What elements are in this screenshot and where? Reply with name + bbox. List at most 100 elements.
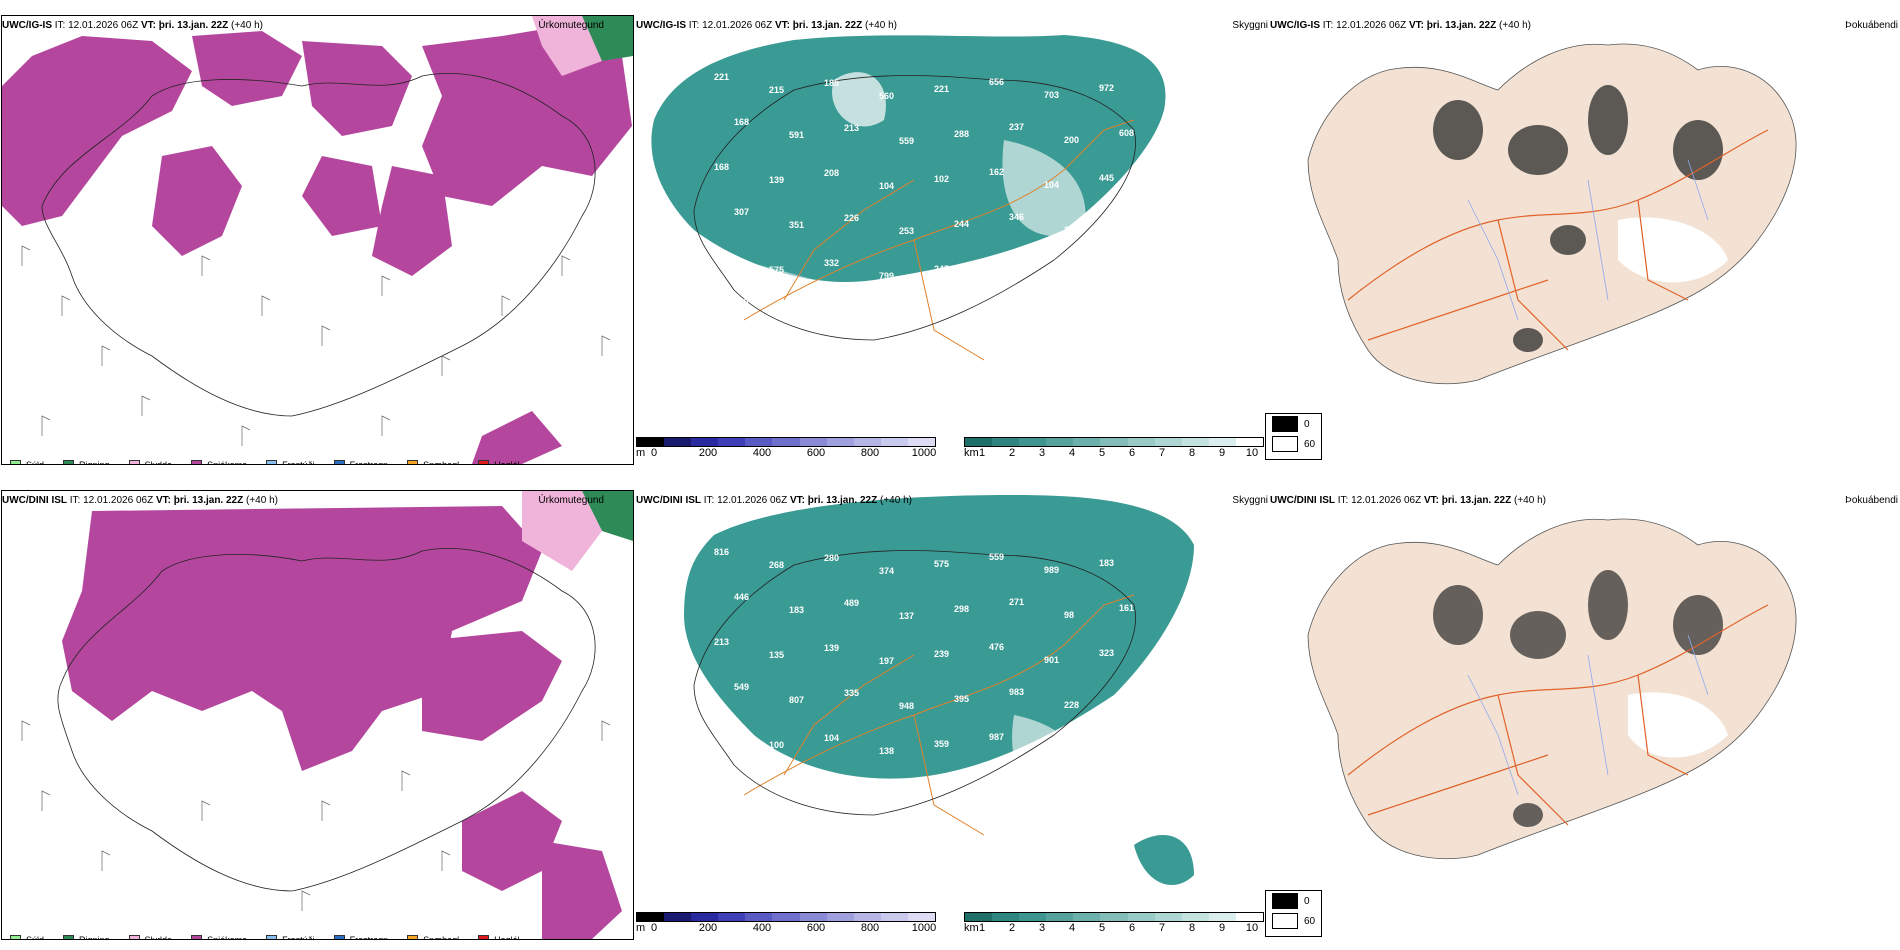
height-label: 98 (1064, 610, 1074, 620)
height-label: 799 (879, 271, 894, 281)
it-label: IT: (688, 20, 700, 31)
sleet-area (522, 491, 602, 571)
height-label: 197 (879, 656, 894, 666)
init-time: 12.01.2026 06Z (702, 20, 773, 31)
height-label: 844 (1044, 745, 1059, 755)
height-label: 983 (1009, 687, 1024, 697)
fog-scale-row: 60 (1266, 434, 1321, 454)
legend-swatch (333, 459, 345, 464)
legend-swatch (478, 934, 490, 939)
legend-label: Slydda (144, 460, 173, 465)
colorbar-tick-label: 8 (1188, 922, 1196, 934)
snow-area-east (372, 166, 452, 276)
height-label: 137 (899, 611, 914, 621)
height-label: 989 (1044, 565, 1059, 575)
colorbar-tick-label: 200 (698, 447, 718, 459)
lead-time: (+40 h) (1514, 495, 1546, 506)
legend-item: Rigning (57, 934, 110, 940)
legend-swatch (333, 934, 345, 939)
colorbar-segment (664, 438, 692, 446)
legend-swatch (128, 459, 140, 464)
precip-type-map (2, 16, 633, 464)
height-label: 614 (714, 727, 729, 737)
legend-swatch (407, 934, 419, 939)
lead-time: (+40 h) (880, 495, 912, 506)
height-label: 168 (714, 162, 729, 172)
fog-scale-swatch (1272, 893, 1298, 909)
valid-time: þri. 13.jan. 22Z (1426, 20, 1497, 31)
height-label: 208 (824, 168, 839, 178)
colorbar-tick-label: 10 (1245, 447, 1259, 459)
fog-scale-row: 60 (1266, 911, 1321, 931)
colorbar-tick-label: 9 (1218, 922, 1226, 934)
fog-scale-value: 0 (1304, 895, 1310, 907)
colorbar-segment (745, 438, 773, 446)
sleet-area (532, 16, 602, 76)
height-label: 446 (734, 592, 749, 602)
height-label: 268 (769, 560, 784, 570)
height-label: 353 (1064, 225, 1079, 235)
colorbar-segment (637, 438, 665, 446)
vis-colorbar-strip (964, 437, 1264, 447)
legend-swatch (63, 934, 75, 939)
precip-type-panel: Súld Rigning Slydda Snjókoma Frostúði Frostre… (0, 475, 634, 950)
height-label: 100 (769, 740, 784, 750)
legend-item: Rigning (57, 459, 110, 464)
height-label: 359 (934, 739, 949, 749)
colorbar-segment (718, 913, 746, 921)
height-label: 253 (899, 226, 914, 236)
colorbar-segment (799, 438, 827, 446)
fog-scale-swatch (1272, 913, 1298, 929)
colorbar-segment (1154, 438, 1182, 446)
height-label: 226 (844, 213, 859, 223)
colorbar-segment (1046, 913, 1074, 921)
fog-scale-swatch (1272, 436, 1298, 452)
legend-label: Rigning (79, 935, 110, 940)
fog-panel: UWC/IG-IS IT: 12.01.2026 06Z VT: þri. 13… (1268, 0, 1900, 475)
legend-label: Frostúði (282, 935, 315, 940)
colorbar-tick-label: 3 (1038, 922, 1046, 934)
model-name: UWC/IG-IS (636, 20, 686, 31)
colorbar-segment (1019, 913, 1047, 921)
colorbar-segment (1073, 438, 1101, 446)
height-labels: 816 268 280 374 575 559 989 183 446 183 489 137 298 2… (714, 547, 1134, 756)
colorbar-tick-label: 400 (752, 447, 772, 459)
height-label: 304 (1119, 218, 1134, 228)
height-colorbar-labels: m 0 200 400 600 800 1000 (636, 922, 936, 934)
height-label: 221 (714, 72, 729, 82)
colorbar-segment (1208, 438, 1236, 446)
vt-label: VT: (140, 20, 156, 31)
height-label: 168 (734, 117, 749, 127)
fog-scale-swatch (1272, 416, 1298, 432)
vis-colorbar-strip (964, 912, 1264, 922)
colorbar-segment (992, 438, 1020, 446)
colorbar-segment (1181, 438, 1209, 446)
legend-label: Snæhagl (423, 935, 460, 940)
snow-area-se (462, 791, 562, 891)
legend-item: Frostúði (260, 934, 315, 940)
height-label: 139 (824, 643, 839, 653)
clear-area (1628, 692, 1728, 758)
it-label: IT: (703, 495, 715, 506)
colorbar-segment (992, 913, 1020, 921)
header-info: UWC/IG-IS IT: 12.01.2026 06Z VT: þri. 13… (636, 20, 897, 31)
vt-label: VT: (774, 20, 790, 31)
row-ig-is: Súld Rigning Slydda Snjókoma Frostúði Frostre… (1, 0, 1900, 475)
legend-item: Haglél (472, 459, 520, 464)
colorbar-segment (772, 438, 800, 446)
init-time: 12.01.2026 06Z (83, 495, 154, 506)
colorbar-tick-label: 1 (978, 922, 986, 934)
height-label: 332 (824, 258, 839, 268)
legend-swatch (266, 459, 278, 464)
colorbar-segment (1100, 913, 1128, 921)
height-label: 183 (789, 605, 804, 615)
legend-label: Frostúði (282, 460, 315, 465)
fog-map (1268, 0, 1900, 440)
height-label: 559 (899, 136, 914, 146)
legend-swatch (10, 459, 21, 464)
snow-area-west (2, 36, 192, 226)
colorbar-tick-label: 5 (1098, 922, 1106, 934)
colorbar-tick-label: 600 (806, 922, 826, 934)
height-label: 139 (769, 175, 784, 185)
lead-time: (+40 h) (231, 20, 263, 31)
